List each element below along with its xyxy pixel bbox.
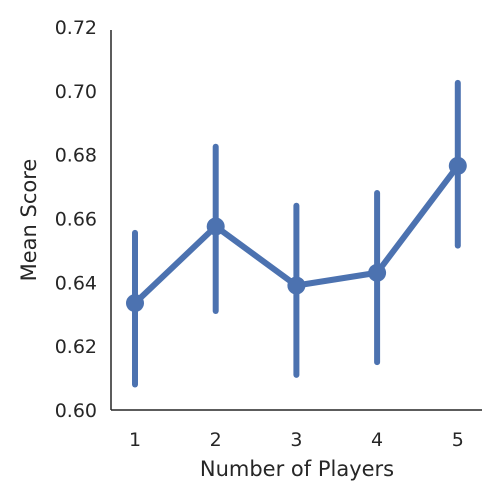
plot-area [126,79,467,388]
data-point [206,217,225,236]
axes [110,30,482,411]
x-tick-label: 1 [129,429,141,451]
y-tick-label: 0.70 [55,81,97,103]
x-tick-label: 5 [452,429,464,451]
y-tick-label: 0.68 [55,145,97,167]
y-tick-label: 0.66 [55,209,97,231]
data-point [368,263,387,282]
y-axis-label: Mean Score [17,159,41,282]
x-axis-label: Number of Players [200,457,394,481]
y-tick-label: 0.64 [55,272,97,294]
data-point [448,156,467,175]
x-tick-label: 4 [371,429,383,451]
y-tick-labels: 0.60 0.62 0.64 0.66 0.68 0.70 0.72 [55,17,97,422]
y-tick-label: 0.60 [55,400,97,422]
x-tick-label: 3 [290,429,302,451]
y-tick-label: 0.72 [55,17,97,39]
data-point [287,276,306,295]
x-tick-labels: 1 2 3 4 5 [129,429,464,451]
data-point [126,294,144,313]
y-tick-label: 0.62 [55,336,97,358]
x-tick-label: 2 [210,429,222,451]
